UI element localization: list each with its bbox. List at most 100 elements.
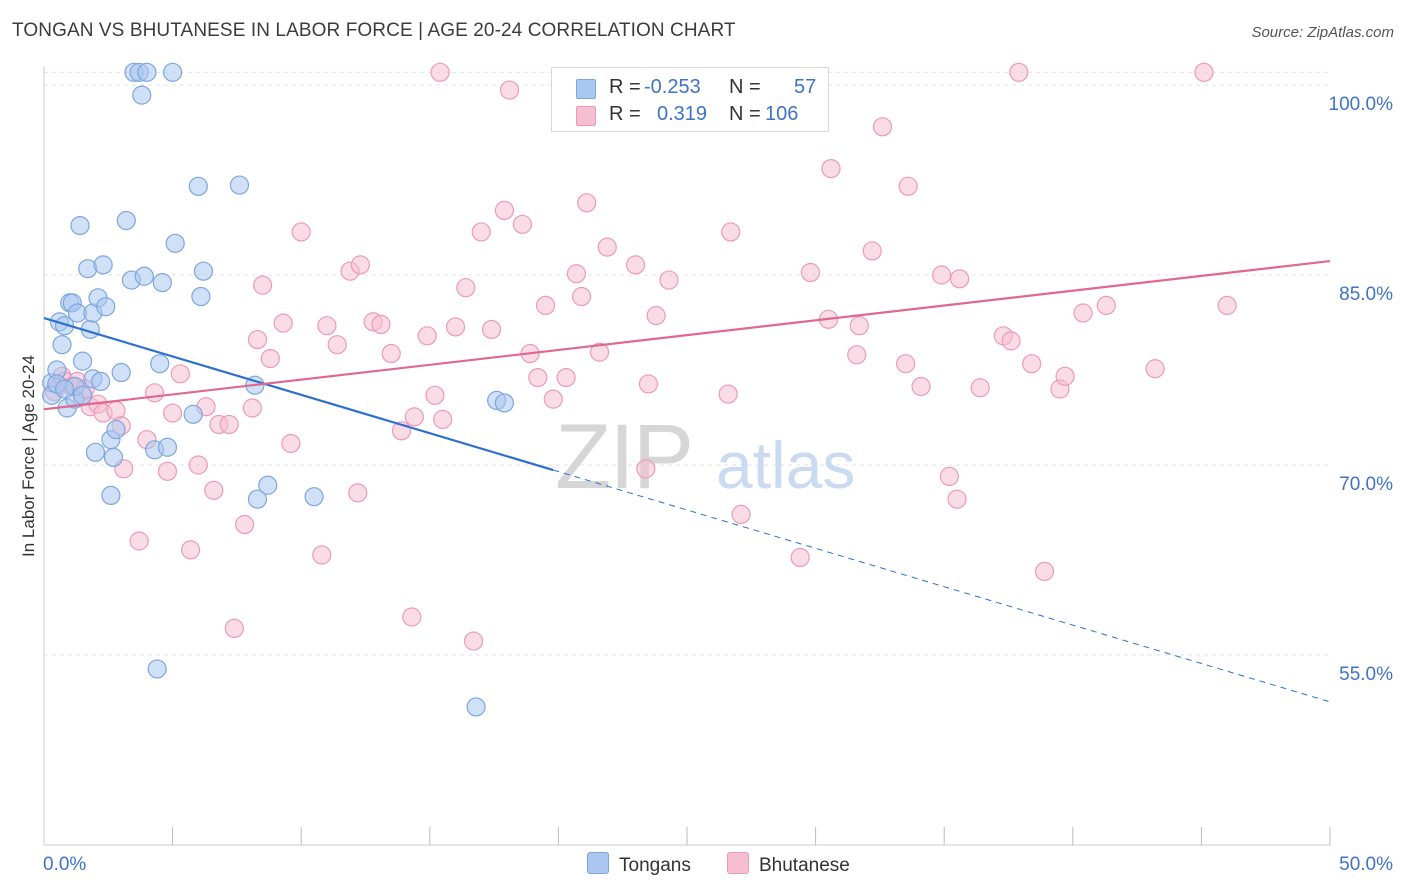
bhutanese-trend-line [43,259,1331,411]
tongans-point [152,273,172,293]
bhutanese-point [721,222,741,242]
bhutanese-point [430,62,450,82]
bhutanese-point [281,433,301,454]
tongans-point [304,487,324,507]
bhutanese-point [188,455,208,475]
bhutanese-point [625,255,646,275]
bhutanese-point [181,540,201,560]
bhutanese-point [589,342,610,362]
legend-n-value: 57 [794,76,817,98]
tongans-swatch [576,79,596,99]
tongans-point [183,404,203,424]
tongans-point [191,286,211,307]
bhutanese-point [242,398,262,418]
y-tick-label: 100.0% [1329,94,1394,115]
correlation-legend: R = -0.253 N = 57 R = 0.319 N = 106 [551,67,829,132]
bhutanese-point [481,319,502,340]
bhutanese-point [317,316,337,336]
legend-r-label: R = [609,103,641,125]
bhutanese-point [556,368,576,388]
tongans-point [137,62,157,82]
bhutanese-point [144,383,165,403]
bhutanese-point [950,269,970,289]
tongans-legend-label: Tongans [619,855,691,876]
tongans-point [90,371,111,391]
tongans-point [494,393,514,413]
bhutanese-point [939,466,959,486]
bhutanese-point [932,265,952,285]
tongans-point [54,316,75,336]
bhutanese-point [494,200,514,220]
legend-r-value: 0.319 [657,103,708,125]
bhutanese-point [1022,354,1042,374]
bhutanese-point [659,270,679,290]
bhutanese-point [350,255,370,275]
bhutanese-point [433,409,453,429]
bhutanese-point [1009,62,1029,82]
tongans-point [247,489,268,509]
bhutanese-point [535,295,556,315]
bhutanese-point [445,317,466,337]
bhutanese-point [463,631,484,651]
x-tick-label-min: 0.0% [43,854,86,875]
bhutanese-point [163,403,183,423]
watermark-atlas: atlas [716,428,855,502]
bhutanese-legend-label: Bhutanese [759,855,850,876]
legend-r-value: -0.253 [644,76,701,98]
legend-item-bhutanese: Bhutanese [727,852,850,877]
x-ticks [172,827,1331,845]
bhutanese-point [718,384,738,404]
chart-title: TONGAN VS BHUTANESE IN LABOR FORCE | AGE… [12,20,736,41]
bhutanese-point [1096,295,1116,315]
legend-r-label: R = [609,76,641,98]
tongans-point [134,266,154,286]
bhutanese-point [1073,303,1093,323]
bhutanese-point [896,354,916,374]
data-points [42,62,1237,717]
tongans-point [70,216,90,236]
bhutanese-swatch [576,106,596,126]
bhutanese-point [348,483,368,503]
bhutanese-point [499,80,520,100]
x-tick-label-max: 50.0% [1339,854,1393,875]
bhutanese-point [260,349,280,369]
bhutanese-point [1001,331,1021,351]
bhutanese-point [898,176,918,196]
legend-n-label: N = [729,76,761,98]
bhutanese-point [528,368,548,388]
bhutanese-point [862,241,882,261]
tongans-point [54,379,75,399]
bhutanese-point [224,618,244,639]
bhutanese-point [273,313,293,333]
tongans-legend-swatch [587,852,609,874]
y-tick-label: 55.0% [1339,664,1393,685]
bhutanese-point [235,514,255,535]
legend-n-value: 106 [765,103,799,125]
tongans-point [106,419,126,440]
bhutanese-point [204,480,224,500]
bhutanese-point [512,214,532,234]
trend-lines [43,259,1331,703]
tongans-point [165,233,185,253]
y-tick-label: 85.0% [1339,284,1393,305]
bhutanese-point [847,345,867,365]
tongans-point [163,62,183,82]
bhutanese-point [456,278,476,298]
bhutanese-point [1217,295,1237,315]
chart-source: Source: ZipAtlas.com [1251,24,1394,41]
tongans-point [85,442,106,462]
bhutanese-point [402,607,422,627]
y-axis-label: In Labor Force | Age 20-24 [19,355,38,557]
tongans-trend-line [43,317,554,472]
bhutanese-point [1145,359,1165,379]
tongans-point [96,297,116,317]
tongans-point [72,351,93,371]
bhutanese-point [970,378,990,398]
bhutanese-legend-swatch [727,852,749,874]
bhutanese-point [577,193,597,213]
bhutanese-point [371,314,391,334]
legend-item-tongans: Tongans [587,852,691,877]
bhutanese-point [849,316,869,336]
bhutanese-point [219,414,239,435]
